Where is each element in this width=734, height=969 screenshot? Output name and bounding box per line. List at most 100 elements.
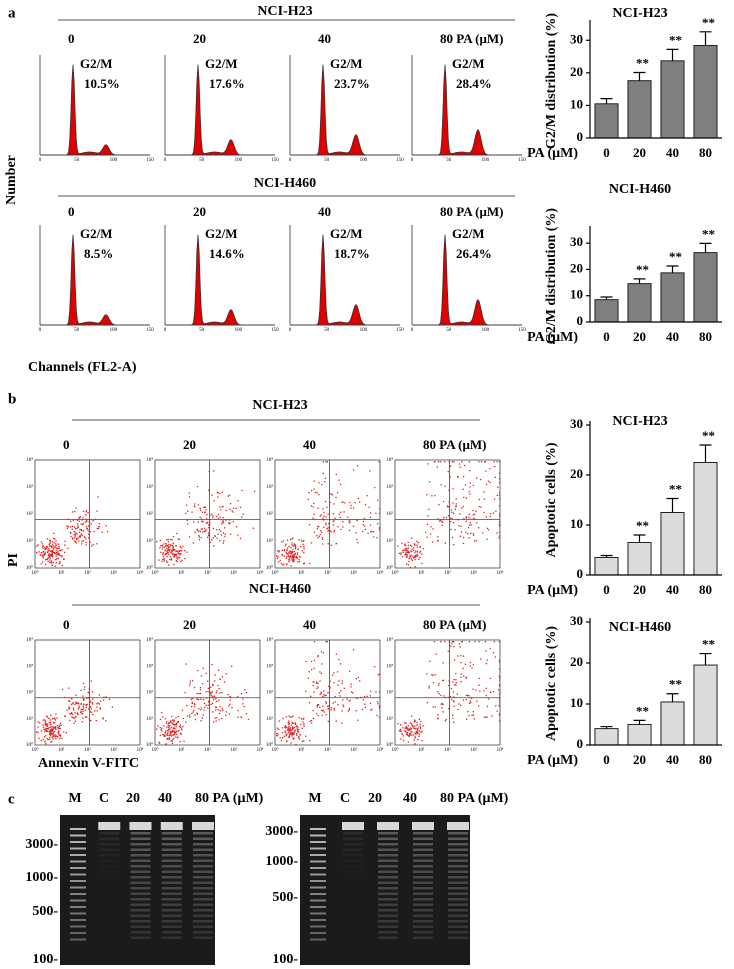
event-dot	[498, 699, 501, 701]
event-dot	[474, 518, 476, 520]
event-dot	[335, 653, 337, 655]
event-dot	[313, 513, 315, 515]
event-dot	[224, 533, 226, 535]
event-dot	[411, 734, 413, 736]
event-dot	[342, 704, 344, 706]
event-dot	[400, 553, 402, 555]
event-dot	[164, 744, 167, 746]
event-dot	[170, 559, 172, 561]
event-dot	[409, 733, 412, 735]
event-dot	[478, 705, 480, 707]
tick-label: 10¹	[58, 747, 65, 753]
event-dot	[88, 718, 90, 720]
event-dot	[218, 528, 221, 531]
event-dot	[73, 717, 75, 720]
event-dot	[80, 709, 82, 711]
event-dot	[310, 505, 312, 507]
event-dot	[206, 697, 208, 699]
event-dot	[434, 495, 436, 497]
event-dot	[172, 723, 174, 725]
event-dot	[378, 707, 381, 709]
event-dot	[316, 492, 318, 494]
event-dot	[411, 559, 413, 561]
event-dot	[414, 721, 416, 723]
event-dot	[452, 512, 455, 514]
event-dot	[59, 561, 61, 563]
event-dot	[172, 546, 175, 548]
x-tick-label: 0	[603, 582, 610, 597]
event-dot	[346, 698, 348, 700]
event-dot	[473, 718, 476, 720]
event-dot	[413, 739, 415, 741]
event-dot	[416, 546, 418, 548]
event-dot	[355, 710, 357, 712]
dose-label: 0	[68, 204, 75, 219]
event-dot	[343, 511, 345, 513]
event-dot	[219, 709, 221, 712]
event-dot	[294, 726, 296, 729]
event-dot	[200, 675, 203, 677]
event-dot	[174, 732, 176, 734]
event-dot	[222, 532, 224, 534]
event-dot	[282, 717, 284, 720]
event-dot	[317, 537, 319, 539]
event-dot	[370, 690, 372, 693]
event-dot	[59, 562, 61, 564]
bar	[660, 60, 685, 139]
event-dot	[90, 700, 92, 702]
event-dot	[221, 506, 223, 508]
y-tick-label: 10	[570, 96, 583, 111]
event-dot	[196, 698, 198, 700]
event-dot	[198, 708, 200, 710]
event-dot	[72, 519, 75, 522]
event-dot	[302, 543, 304, 545]
event-dot	[58, 546, 60, 548]
tick-label: 10¹	[298, 570, 305, 576]
peak-value: 23.7%	[334, 76, 370, 91]
event-dot	[76, 712, 79, 714]
event-dot	[221, 523, 223, 525]
event-dot	[288, 552, 291, 554]
event-dot	[457, 655, 459, 657]
event-dot	[219, 506, 221, 508]
event-dot	[312, 717, 314, 719]
event-dot	[335, 496, 337, 499]
event-dot	[67, 525, 69, 528]
event-dot	[461, 507, 463, 509]
event-dot	[159, 539, 161, 542]
ladder-band	[70, 906, 86, 908]
event-dot	[189, 682, 191, 684]
event-dot	[453, 544, 455, 546]
event-dot	[462, 655, 465, 657]
event-dot	[472, 533, 474, 535]
event-dot	[325, 516, 327, 518]
event-dot	[46, 538, 49, 540]
event-dot	[286, 547, 289, 549]
axis-title: Number	[4, 155, 19, 205]
event-dot	[421, 740, 423, 742]
bar	[627, 724, 652, 746]
event-dot	[313, 502, 315, 505]
event-dot	[285, 716, 288, 718]
event-dot	[314, 491, 317, 493]
event-dot	[225, 519, 227, 521]
ladder-band	[310, 860, 326, 863]
event-dot	[454, 684, 456, 686]
event-dot	[472, 664, 474, 666]
event-dot	[91, 701, 93, 704]
event-dot	[63, 731, 65, 733]
error-bar	[699, 444, 712, 463]
event-dot	[204, 530, 206, 532]
ladder-band	[70, 847, 86, 850]
tick-label: 100	[235, 328, 243, 333]
event-dot	[50, 714, 52, 717]
event-dot	[414, 543, 416, 545]
event-dot	[335, 542, 337, 545]
event-dot	[48, 555, 50, 558]
event-dot	[295, 744, 297, 746]
peak-value: 8.5%	[84, 246, 113, 261]
event-dot	[426, 494, 428, 496]
event-dot	[67, 518, 70, 520]
tick-label: 10⁰	[271, 747, 278, 753]
ladder-band	[70, 828, 86, 830]
